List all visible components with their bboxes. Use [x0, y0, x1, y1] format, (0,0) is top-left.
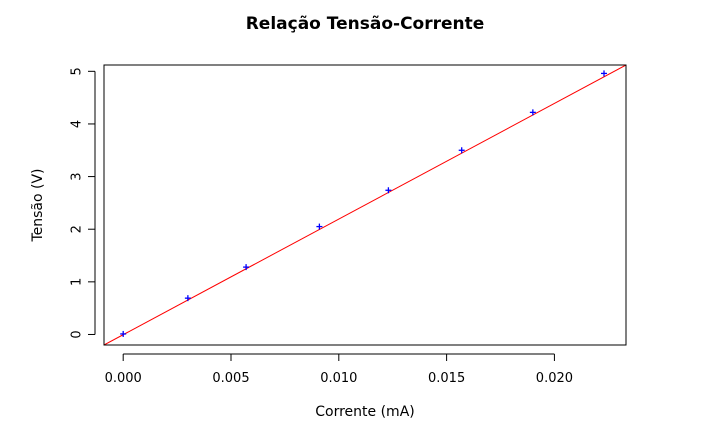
x-axis-label: Corrente (mA) [315, 404, 414, 420]
x-tick-label: 0.020 [536, 371, 573, 386]
y-tick-label: 5 [70, 67, 85, 75]
data-point [529, 109, 536, 116]
x-tick-label: 0.015 [428, 371, 465, 386]
plot-layer [104, 65, 626, 345]
data-point [316, 223, 323, 230]
x-tick-label: 0.010 [320, 371, 357, 386]
y-tick-label: 2 [70, 225, 85, 233]
data-point [601, 70, 608, 77]
data-point [385, 187, 392, 194]
y-tick-label: 3 [70, 172, 85, 180]
chart-title: Relação Tensão-Corrente [246, 14, 485, 34]
data-point [243, 264, 250, 271]
y-axis: 0 1 2 3 4 5 [70, 67, 96, 339]
data-point [120, 330, 127, 337]
y-tick-label: 0 [70, 330, 85, 338]
x-axis: 0.000 0.005 0.010 0.015 0.020 [105, 353, 573, 386]
plot-frame [103, 64, 627, 346]
data-point [184, 295, 191, 302]
y-tick-label: 4 [70, 120, 85, 128]
x-tick-label: 0.000 [105, 371, 142, 386]
y-axis-label: Tensão (V) [30, 168, 46, 242]
x-tick-label: 0.005 [212, 371, 249, 386]
data-point [458, 147, 465, 154]
fit-line [104, 65, 626, 345]
y-tick-label: 1 [70, 278, 85, 286]
